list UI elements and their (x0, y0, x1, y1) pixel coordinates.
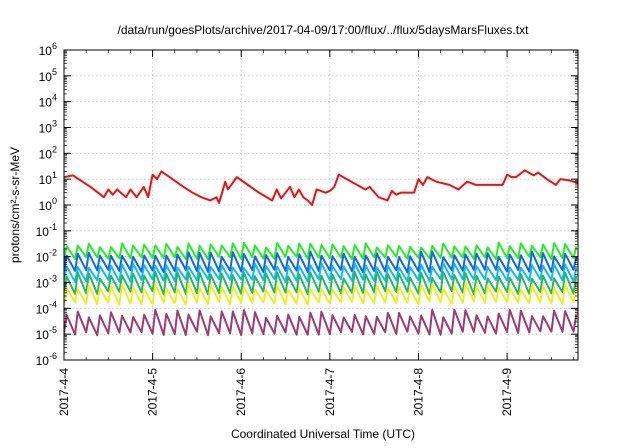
series-line-0 (64, 169, 578, 206)
y-axis-label: protons/cm²-s-sr-MeV (8, 147, 22, 263)
series-line-3 (64, 262, 578, 283)
series-line-2 (64, 250, 578, 274)
y-axis-ticks: 10-610-510-410-310-210-11001011021031041… (36, 41, 578, 368)
x-tick-label: 2017-4-9 (500, 368, 514, 416)
x-axis-label: Coordinated Universal Time (UTC) (231, 427, 415, 441)
data-series (64, 169, 578, 337)
series-line-4 (64, 270, 578, 296)
series-line-1 (64, 241, 578, 261)
x-tick-label: 2017-4-6 (234, 368, 248, 416)
chart-title: /data/run/goesPlots/archive/2017-04-09/1… (118, 23, 530, 37)
x-tick-label: 2017-4-8 (411, 368, 425, 416)
x-tick-label: 2017-4-4 (57, 368, 71, 416)
x-tick-label: 2017-4-5 (146, 368, 160, 416)
series-line-6 (64, 308, 578, 337)
series-line-5 (64, 282, 578, 306)
x-tick-label: 2017-4-7 (323, 368, 337, 416)
x-axis-ticks: 2017-4-4 2017-4-5 2017-4-6 2017-4-7 2017-4-8… (57, 50, 574, 416)
